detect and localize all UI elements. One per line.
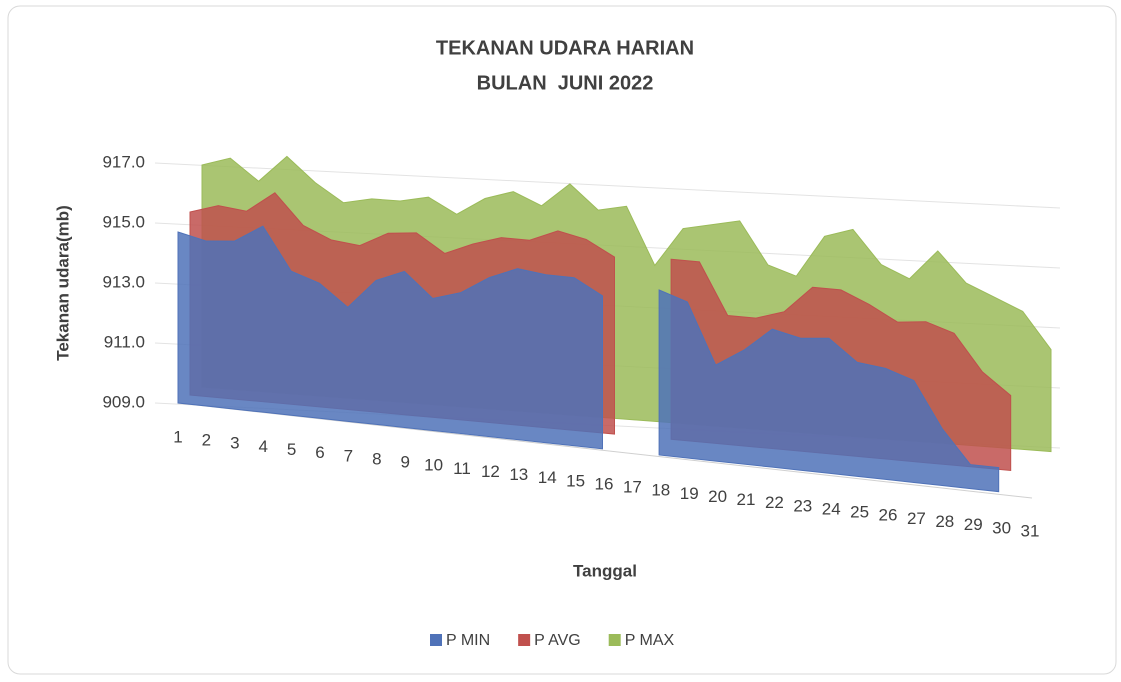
x-tick-label: 3: [230, 434, 239, 453]
area: [177, 225, 603, 450]
x-tick-label: 4: [258, 437, 267, 456]
x-tick-label: 8: [372, 449, 381, 468]
x-tick-label: 31: [1021, 521, 1040, 540]
x-tick-label: 7: [344, 446, 353, 465]
x-tick-label: 25: [850, 503, 869, 522]
chart-title: TEKANAN UDARA HARIAN: [436, 37, 694, 59]
x-tick-label: 9: [400, 453, 409, 472]
x-tick-label: 11: [453, 459, 471, 478]
x-tick-label: 28: [935, 512, 954, 531]
legend-label: P AVG: [534, 632, 581, 649]
x-tick-label: 5: [287, 440, 296, 459]
x-tick-label: 10: [424, 456, 443, 475]
legend-swatch: [608, 634, 621, 646]
legend-label: P MAX: [625, 632, 675, 649]
x-tick-label: 27: [907, 509, 926, 528]
x-tick-label: 30: [992, 518, 1011, 537]
x-tick-label: 26: [879, 506, 898, 525]
x-tick-label: 16: [595, 474, 614, 493]
x-tick-label: 6: [315, 443, 324, 462]
area: [658, 289, 1000, 493]
y-tick-label: 917.0: [102, 152, 145, 171]
x-tick-label: 17: [623, 478, 642, 497]
legend-label: P MIN: [446, 632, 490, 649]
x-tick-label: 23: [793, 496, 812, 515]
chart-subtitle: BULAN JUNI 2022: [477, 72, 654, 94]
x-axis-title: Tanggal: [573, 561, 637, 580]
x-tick-label: 18: [651, 481, 670, 500]
x-tick-label: 19: [680, 484, 699, 503]
x-tick-label: 1: [173, 427, 182, 446]
x-tick-label: 24: [822, 499, 841, 518]
y-tick-label: 911.0: [104, 332, 145, 351]
y-axis-title: Tekanan udara(mb): [53, 205, 72, 361]
legend-swatch: [430, 634, 442, 646]
x-tick-label: 13: [509, 465, 528, 484]
x-tick-label: 15: [566, 471, 585, 490]
x-tick-label: 20: [708, 487, 727, 506]
x-tick-label: 22: [765, 493, 784, 512]
x-tick-label: 2: [202, 431, 211, 450]
x-tick-label: 29: [964, 515, 983, 534]
grid-line: [154, 162, 1061, 209]
x-tick-label: 14: [538, 468, 557, 487]
y-tick-label: 913.0: [102, 272, 145, 291]
x-tick-label: 12: [481, 462, 500, 481]
x-tick-label: 21: [737, 490, 756, 509]
y-tick-label: 909.0: [102, 392, 145, 411]
y-tick-label: 915.0: [102, 212, 145, 231]
legend-swatch: [518, 634, 531, 646]
